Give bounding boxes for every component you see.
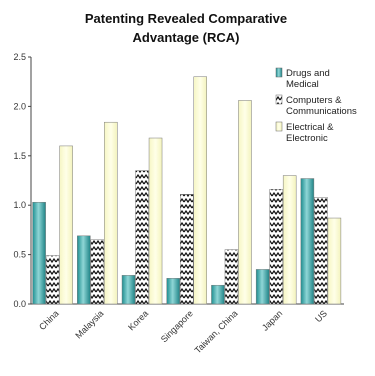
y-tick-label: 0.5 bbox=[13, 250, 26, 260]
category-label: US bbox=[313, 308, 329, 324]
bar-korea-series-0 bbox=[121, 275, 136, 305]
chart-title-line-1: Patenting Revealed Comparative bbox=[85, 11, 287, 26]
bar-korea-series-2 bbox=[148, 137, 163, 305]
legend-label: Medical bbox=[286, 79, 319, 90]
category-label: Korea bbox=[126, 308, 150, 332]
legend-label: Electronic bbox=[286, 133, 328, 144]
bar-china-series-0 bbox=[32, 201, 46, 305]
bar-japan-series-1 bbox=[269, 189, 283, 305]
bar-korea-series-1 bbox=[135, 170, 149, 305]
y-tick-label: 2.5 bbox=[13, 52, 26, 62]
bar-singapore-series-1 bbox=[180, 194, 194, 305]
legend-swatch bbox=[275, 94, 283, 105]
bar-china-series-2 bbox=[59, 145, 73, 305]
bar-singapore-series-0 bbox=[166, 278, 180, 305]
bars bbox=[32, 76, 342, 305]
legend-swatch bbox=[275, 121, 283, 132]
legend-label: Communications bbox=[286, 106, 357, 117]
bar-us-series-1 bbox=[314, 197, 328, 305]
y-tick-label: 2.0 bbox=[13, 101, 26, 111]
category-label: Taiwan, China bbox=[193, 308, 240, 355]
category-label: Japan bbox=[260, 308, 284, 332]
bar-japan-series-0 bbox=[255, 269, 270, 305]
legend-swatch bbox=[275, 67, 283, 78]
y-tick-label: 0.0 bbox=[13, 299, 26, 309]
chart-title-line-2: Advantage (RCA) bbox=[133, 30, 240, 45]
legend-label: Drugs and bbox=[286, 68, 330, 79]
bar-taiwan-china-series-2 bbox=[238, 100, 252, 305]
bar-china-series-1 bbox=[45, 255, 60, 305]
bar-taiwan-china-series-0 bbox=[211, 284, 225, 305]
category-label: Singapore bbox=[159, 308, 195, 344]
bar-malaysia-series-0 bbox=[77, 235, 91, 305]
category-label: China bbox=[37, 308, 61, 332]
y-tick-label: 1.5 bbox=[13, 151, 26, 161]
bar-japan-series-2 bbox=[282, 175, 297, 305]
bar-malaysia-series-1 bbox=[90, 239, 105, 305]
bar-malaysia-series-2 bbox=[104, 121, 118, 305]
legend-label: Computers & bbox=[286, 95, 342, 106]
bar-us-series-2 bbox=[327, 217, 342, 305]
bar-singapore-series-2 bbox=[193, 76, 207, 305]
bar-taiwan-china-series-1 bbox=[224, 249, 239, 305]
legend-label: Electrical & bbox=[286, 122, 334, 133]
y-tick-label: 1.0 bbox=[13, 200, 26, 210]
category-label: Malaysia bbox=[73, 308, 105, 340]
bar-us-series-0 bbox=[300, 178, 315, 305]
